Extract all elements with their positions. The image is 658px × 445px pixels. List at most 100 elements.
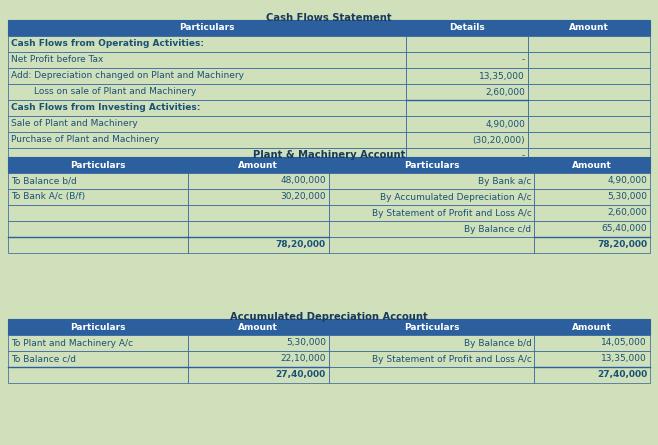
- Text: To Bank A/c (B/f): To Bank A/c (B/f): [11, 193, 85, 202]
- Bar: [534, 237, 650, 253]
- Bar: [534, 319, 650, 335]
- Text: By Statement of Profit and Loss A/c: By Statement of Profit and Loss A/c: [372, 355, 532, 364]
- Bar: [8, 205, 188, 221]
- Text: Particulars: Particulars: [179, 24, 235, 32]
- Bar: [8, 84, 406, 100]
- Bar: [406, 116, 528, 132]
- Text: Particulars: Particulars: [404, 323, 459, 332]
- Bar: [534, 173, 650, 189]
- Bar: [8, 68, 406, 84]
- Text: By Balance c/d: By Balance c/d: [465, 224, 532, 234]
- Text: To Balance b/d: To Balance b/d: [11, 177, 77, 186]
- Bar: [188, 237, 329, 253]
- Text: Plant & Machinery Account: Plant & Machinery Account: [253, 150, 405, 160]
- Text: Sale of Plant and Machinery: Sale of Plant and Machinery: [11, 120, 138, 129]
- Text: 78,20,000: 78,20,000: [597, 240, 647, 250]
- Bar: [534, 189, 650, 205]
- Bar: [329, 157, 534, 173]
- Text: Cash Flows from Investing Activities:: Cash Flows from Investing Activities:: [11, 104, 201, 113]
- Text: 5,30,000: 5,30,000: [607, 193, 647, 202]
- Text: 2,60,000: 2,60,000: [607, 209, 647, 218]
- Bar: [534, 351, 650, 367]
- Bar: [188, 189, 329, 205]
- Bar: [528, 84, 650, 100]
- Text: Amount: Amount: [572, 323, 612, 332]
- Bar: [8, 132, 406, 148]
- Bar: [188, 157, 329, 173]
- Bar: [8, 100, 406, 116]
- Bar: [329, 351, 534, 367]
- Text: -: -: [522, 151, 525, 161]
- Bar: [8, 351, 188, 367]
- Bar: [8, 237, 188, 253]
- Bar: [406, 84, 528, 100]
- Bar: [406, 132, 528, 148]
- Bar: [329, 173, 534, 189]
- Text: 48,00,000: 48,00,000: [280, 177, 326, 186]
- Bar: [8, 221, 188, 237]
- Text: 13,35,000: 13,35,000: [479, 72, 525, 81]
- Bar: [188, 173, 329, 189]
- Bar: [534, 367, 650, 383]
- Text: By Accumulated Depreciation A/c: By Accumulated Depreciation A/c: [380, 193, 532, 202]
- Bar: [8, 36, 406, 52]
- Bar: [188, 205, 329, 221]
- Bar: [528, 20, 650, 36]
- Bar: [329, 237, 534, 253]
- Text: 4,90,000: 4,90,000: [485, 120, 525, 129]
- Text: 13,35,000: 13,35,000: [601, 355, 647, 364]
- Text: Amount: Amount: [569, 24, 609, 32]
- Bar: [8, 367, 188, 383]
- Text: (30,20,000): (30,20,000): [472, 135, 525, 145]
- Bar: [534, 157, 650, 173]
- Text: Amount: Amount: [238, 161, 278, 170]
- Text: Cash Flows Statement: Cash Flows Statement: [266, 13, 392, 23]
- Text: 27,40,000: 27,40,000: [597, 371, 647, 380]
- Bar: [329, 367, 534, 383]
- Bar: [8, 20, 406, 36]
- Bar: [528, 148, 650, 164]
- Bar: [534, 335, 650, 351]
- Bar: [528, 116, 650, 132]
- Bar: [534, 221, 650, 237]
- Text: 30,20,000: 30,20,000: [280, 193, 326, 202]
- Bar: [329, 189, 534, 205]
- Bar: [8, 157, 188, 173]
- Bar: [329, 319, 534, 335]
- Bar: [528, 132, 650, 148]
- Bar: [329, 335, 534, 351]
- Text: To Plant and Machinery A/c: To Plant and Machinery A/c: [11, 339, 133, 348]
- Bar: [8, 319, 188, 335]
- Text: -: -: [522, 56, 525, 65]
- Text: Amount: Amount: [238, 323, 278, 332]
- Text: By Statement of Profit and Loss A/c: By Statement of Profit and Loss A/c: [372, 209, 532, 218]
- Text: Loss on sale of Plant and Machinery: Loss on sale of Plant and Machinery: [11, 88, 196, 97]
- Text: By Balance b/d: By Balance b/d: [464, 339, 532, 348]
- Bar: [188, 221, 329, 237]
- Text: 78,20,000: 78,20,000: [276, 240, 326, 250]
- Bar: [8, 173, 188, 189]
- Bar: [188, 351, 329, 367]
- Bar: [8, 335, 188, 351]
- Text: 22,10,000: 22,10,000: [280, 355, 326, 364]
- Text: Particulars: Particulars: [404, 161, 459, 170]
- Text: 4,90,000: 4,90,000: [607, 177, 647, 186]
- Text: 14,05,000: 14,05,000: [601, 339, 647, 348]
- Text: 27,40,000: 27,40,000: [276, 371, 326, 380]
- Bar: [528, 52, 650, 68]
- Bar: [528, 68, 650, 84]
- Bar: [528, 36, 650, 52]
- Bar: [188, 319, 329, 335]
- Text: 5,30,000: 5,30,000: [286, 339, 326, 348]
- Text: Accumulated Depreciation Account: Accumulated Depreciation Account: [230, 312, 428, 322]
- Bar: [406, 148, 528, 164]
- Bar: [406, 100, 528, 116]
- Bar: [8, 52, 406, 68]
- Bar: [8, 148, 406, 164]
- Text: Purchase of Plant and Machinery: Purchase of Plant and Machinery: [11, 135, 159, 145]
- Text: 2,60,000: 2,60,000: [485, 88, 525, 97]
- Bar: [528, 100, 650, 116]
- Bar: [329, 221, 534, 237]
- Bar: [329, 205, 534, 221]
- Text: Particulars: Particulars: [70, 323, 126, 332]
